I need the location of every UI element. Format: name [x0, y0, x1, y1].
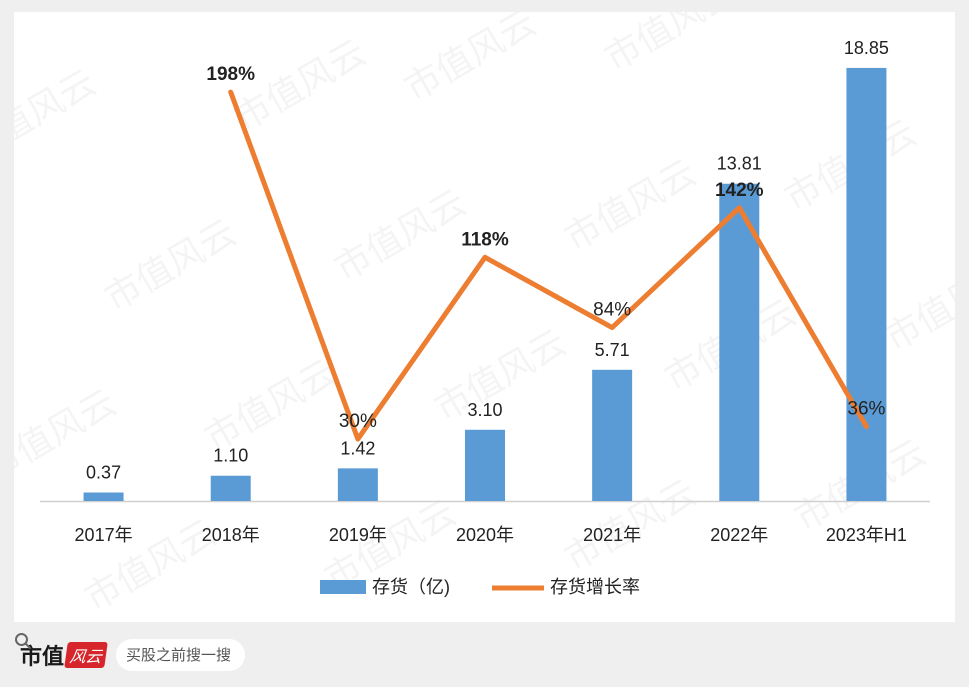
- search-box[interactable]: 买股之前搜一搜: [15, 633, 246, 671]
- growth-line: [228, 89, 869, 442]
- watermark-text: 市值风云: [598, 12, 743, 80]
- brand-seal: 风云: [64, 641, 108, 668]
- bar: [846, 67, 887, 501]
- bar-value-label: 13.81: [717, 154, 762, 174]
- watermark-text: 市值风云: [398, 12, 543, 110]
- x-tick-label: 2020年: [456, 525, 514, 545]
- bar: [210, 475, 251, 501]
- bar: [83, 492, 124, 501]
- footer-bar: 市值 风云 买股之前搜一搜: [14, 632, 955, 677]
- legend-line-label: 存货增长率: [550, 577, 640, 597]
- watermark-text: 市值风云: [198, 352, 343, 460]
- watermark-text: 市值风云: [14, 62, 103, 170]
- x-tick-label: 2018年: [202, 525, 260, 545]
- bar: [719, 183, 760, 501]
- search-placeholder: 买股之前搜一搜: [126, 647, 232, 664]
- legend-bar-swatch: [320, 580, 366, 594]
- search-icon: [15, 633, 31, 649]
- bar: [465, 429, 505, 501]
- brand-name: 市值: [20, 643, 65, 670]
- x-tick-label: 2023年H1: [826, 525, 907, 545]
- watermark-text: 市值风云: [558, 152, 703, 260]
- x-tick-label: 2022年: [710, 525, 768, 545]
- bar-value-label: 18.85: [844, 38, 889, 58]
- line-value-label: 142%: [715, 180, 764, 201]
- x-tick-label: 2021年: [583, 525, 641, 545]
- x-tick-label: 2019年: [329, 525, 387, 545]
- line-value-label: 30%: [339, 411, 377, 432]
- bar-value-label: 1.10: [213, 446, 248, 466]
- bar-value-label: 0.37: [86, 462, 121, 482]
- watermark-text: 市值风云: [228, 32, 373, 140]
- bar-value-label: 3.10: [467, 400, 502, 420]
- line-value-label: 84%: [593, 300, 631, 321]
- watermark-text: 市值风云: [328, 182, 473, 290]
- watermark-text: 市值风云: [878, 252, 955, 360]
- watermark-text: 市值风云: [98, 212, 243, 320]
- bar-value-label: 1.42: [340, 438, 375, 458]
- bar-value-label: 5.71: [595, 340, 630, 360]
- bar: [337, 468, 378, 501]
- brand-logo[interactable]: 市值 风云: [20, 639, 108, 671]
- line-value-label: 36%: [847, 399, 885, 420]
- bar: [592, 369, 633, 501]
- legend-bar-label: 存货（亿): [372, 577, 450, 597]
- line-value-label: 198%: [206, 64, 255, 85]
- x-tick-label: 2017年: [75, 525, 133, 545]
- line-value-label: 118%: [461, 229, 509, 250]
- chart-card: 市值风云 市值风云 市值风云 市值风云 市值风云 市值风云 市值风云 市值风云 市值风云 市值风云…: [14, 12, 955, 622]
